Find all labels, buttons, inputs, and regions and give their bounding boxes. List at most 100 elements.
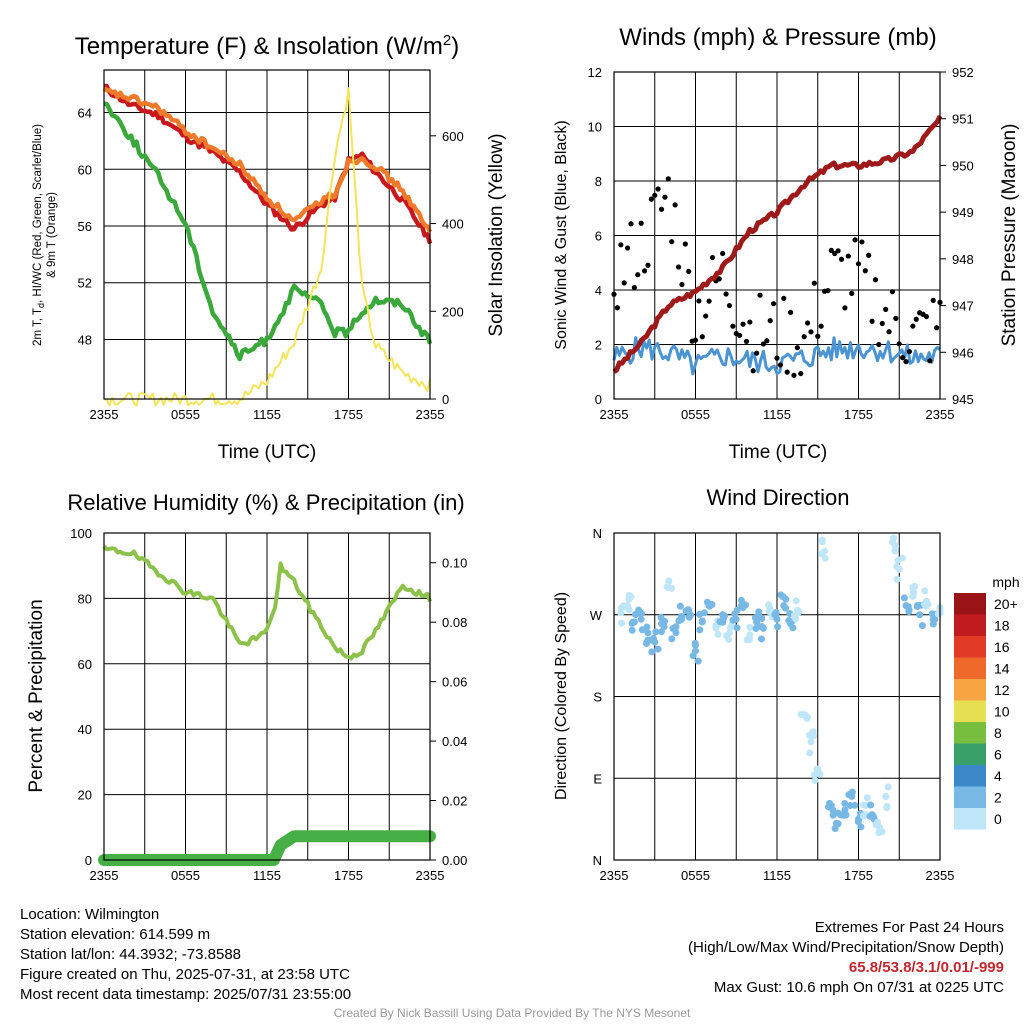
gust-point	[635, 272, 641, 278]
y-tick-label: 100	[70, 526, 92, 541]
plot-frame	[103, 69, 431, 400]
direction-point	[725, 635, 733, 643]
direction-point	[916, 611, 924, 619]
gust-point	[720, 250, 726, 257]
series-line	[612, 336, 941, 376]
gust-point	[771, 301, 777, 307]
direction-point	[741, 601, 749, 609]
series-line	[612, 114, 943, 374]
gust-point	[740, 321, 746, 327]
y2-tick-label: 950	[952, 158, 974, 173]
direction-point	[684, 606, 692, 614]
gust-point	[784, 369, 790, 375]
direction-point	[649, 635, 657, 643]
gust-point	[801, 334, 807, 340]
gust-point	[886, 329, 892, 335]
x-tick-label: 2355	[90, 868, 119, 883]
direction-point	[689, 652, 697, 660]
station-latlon: Station lat/lon: 44.3932; -73.8588	[20, 946, 242, 963]
legend-label: 6	[994, 747, 1002, 763]
gust-point	[754, 350, 760, 356]
direction-point	[714, 630, 722, 638]
direction-point	[842, 811, 850, 819]
temp-ylabel-left: 2m T, Td, HI/WC (Red, Green, Scarlet/Blu…	[32, 124, 46, 346]
direction-point	[782, 604, 790, 612]
direction-point	[805, 731, 813, 739]
direction-point	[821, 554, 829, 562]
y-tick-label: 8	[595, 174, 602, 189]
legend-swatch	[954, 700, 986, 722]
direction-point	[668, 635, 676, 643]
gust-point	[624, 245, 631, 251]
direction-point	[857, 823, 865, 831]
temp-plot-area: 2355 0555 1155 1755 2355 48 52 56 60 64 0 200 400 600	[78, 69, 464, 422]
legend-swatch	[954, 743, 986, 765]
gust-point	[900, 355, 906, 361]
x-tick-label: 1155	[763, 868, 791, 883]
gust-point	[896, 341, 902, 347]
direction-point	[677, 613, 685, 621]
gust-point	[682, 241, 688, 247]
gust-point	[628, 221, 634, 227]
y-tick-label: 10	[588, 120, 602, 135]
direction-point	[691, 641, 699, 649]
x-tick-label: 1755	[844, 407, 873, 422]
gust-point	[730, 323, 736, 329]
direction-point	[851, 801, 859, 809]
gust-point	[794, 345, 800, 351]
direction-point	[637, 615, 645, 623]
direction-point	[635, 606, 643, 614]
rh-plot-area: 2355 0555 1155 1755 23550204060801000.000.02…	[70, 526, 467, 883]
y2-tick-label: 948	[952, 252, 974, 267]
x-tick-label: 1155	[253, 407, 281, 422]
gust-point	[747, 319, 753, 325]
gust-point	[706, 298, 712, 304]
direction-point	[719, 618, 727, 626]
y2-tick-label: 951	[952, 112, 974, 127]
direction-point	[669, 625, 677, 633]
gust-point	[662, 194, 668, 200]
y-tick-label: 48	[78, 332, 92, 347]
y2-tick-label: 600	[442, 129, 464, 144]
legend-swatch	[954, 786, 986, 808]
gust-point	[658, 206, 665, 212]
legend-label: 2	[994, 790, 1002, 806]
direction-point	[900, 594, 908, 602]
rh-title: Relative Humidity (%) & Precipitation (i…	[67, 490, 464, 515]
max-gust: Max Gust: 10.6 mph On 07/31 at 0225 UTC	[713, 979, 1004, 996]
recent-timestamp: Most recent data timestamp: 2025/07/31 2…	[20, 986, 352, 1003]
direction-point	[745, 636, 753, 644]
direction-point	[665, 578, 673, 586]
direction-point	[832, 819, 840, 827]
extremes-info: Extremes For Past 24 Hours (High/Low/Max…	[688, 918, 1004, 998]
legend-label: 12	[994, 682, 1010, 698]
gust-point	[845, 253, 851, 259]
direction-point	[642, 640, 650, 648]
x-tick-label: 1155	[763, 407, 791, 422]
gust-point	[913, 316, 919, 322]
gust-point	[645, 262, 651, 268]
legend-swatch	[954, 636, 986, 658]
y-tick-label: 6	[595, 229, 602, 244]
direction-point	[774, 623, 782, 631]
direction-point	[891, 547, 899, 555]
x-tick-label: 0555	[681, 407, 710, 422]
x-tick-label: 2355	[90, 407, 119, 422]
wind-plot-area: 2355 0555 1155 1755 235502468101294594694794…	[588, 65, 974, 422]
y-tick-label: N	[593, 853, 602, 868]
gust-point	[798, 370, 804, 377]
gust-point	[696, 298, 702, 304]
gust-point	[679, 281, 685, 288]
direction-point	[872, 821, 880, 829]
gust-point	[889, 289, 896, 295]
gust-point	[750, 368, 756, 374]
gust-point	[767, 318, 773, 324]
x-tick-label: 2355	[926, 407, 955, 422]
gust-point	[866, 252, 872, 258]
series-line	[103, 87, 431, 407]
gust-point	[774, 355, 780, 361]
gust-point	[811, 280, 817, 286]
gust-point	[879, 320, 885, 327]
direction-point	[661, 617, 669, 625]
